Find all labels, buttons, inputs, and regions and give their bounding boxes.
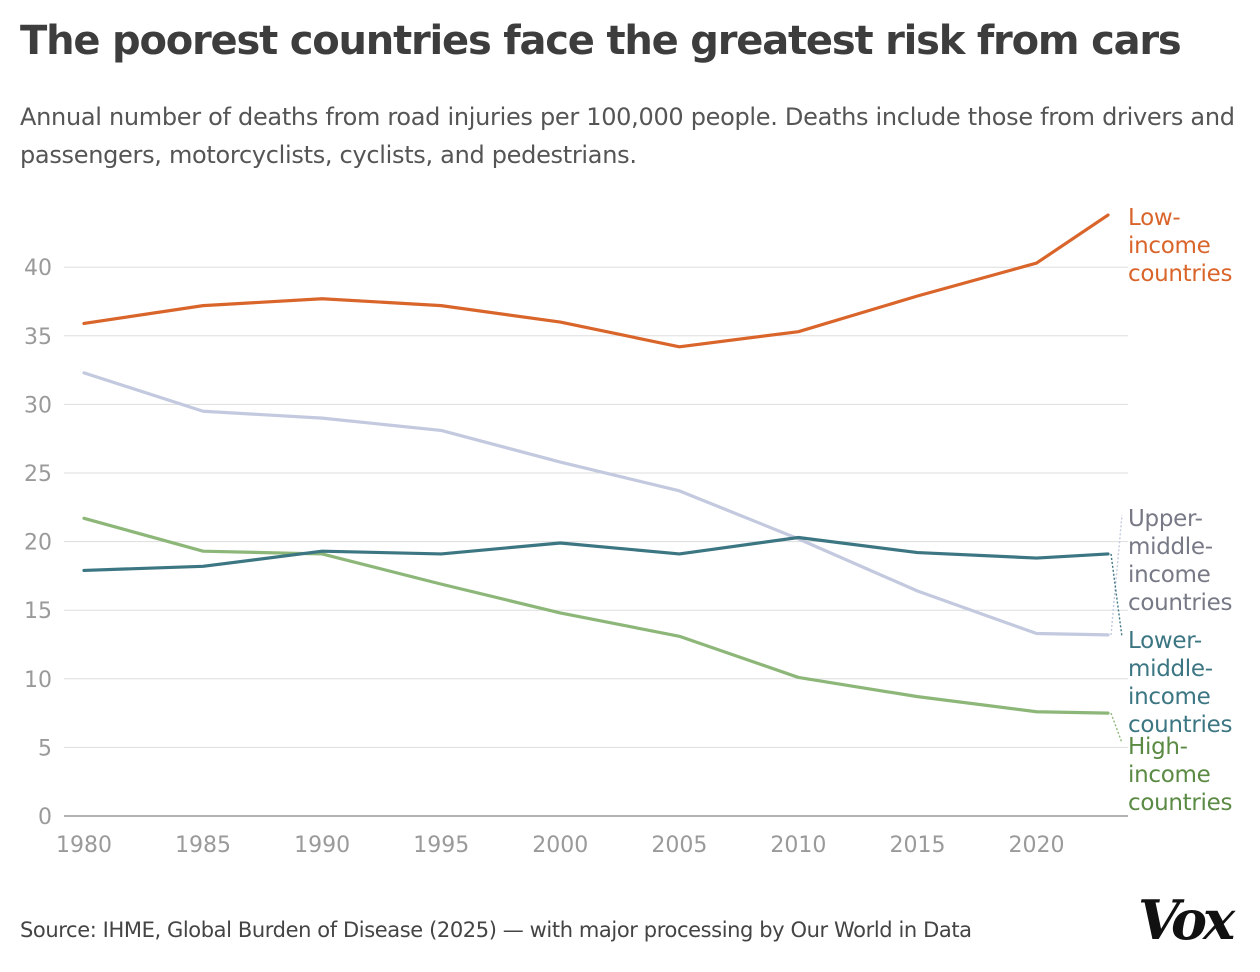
y-axis: 0 5 10 15 20 25 30 35 40 bbox=[24, 256, 52, 830]
series-label-line: income bbox=[1128, 762, 1210, 788]
label-connector-2 bbox=[1110, 553, 1123, 638]
x-tick-label: 2000 bbox=[532, 833, 588, 858]
x-tick-label: 2010 bbox=[770, 833, 826, 858]
series-label-line: middle- bbox=[1128, 534, 1213, 560]
series-label-line: countries bbox=[1128, 261, 1232, 287]
series-label-line: income bbox=[1128, 233, 1210, 259]
x-tick-label: 1985 bbox=[175, 833, 231, 858]
chart-subtitle: Annual number of deaths from road injuri… bbox=[20, 103, 1235, 169]
y-tick-label: 40 bbox=[24, 256, 52, 281]
vox-logo: Vox bbox=[1138, 888, 1235, 952]
x-tick-label: 1980 bbox=[56, 833, 112, 858]
y-tick-label: 30 bbox=[24, 393, 52, 418]
series-line-2 bbox=[82, 535, 1110, 573]
label-connector-3 bbox=[1110, 712, 1123, 744]
series-line-3 bbox=[82, 516, 1110, 715]
series-label-line: High- bbox=[1128, 734, 1188, 760]
series-line-1 bbox=[82, 371, 1110, 637]
series-label-line: Low- bbox=[1128, 205, 1180, 231]
gridlines bbox=[64, 266, 1128, 817]
y-tick-label: 25 bbox=[24, 462, 52, 487]
y-tick-label: 10 bbox=[24, 668, 52, 693]
series-label-line: income bbox=[1128, 684, 1210, 710]
series-label-line: middle- bbox=[1128, 656, 1213, 682]
series-label-line: income bbox=[1128, 562, 1210, 588]
series-label-line: countries bbox=[1128, 790, 1232, 816]
y-tick-label: 35 bbox=[24, 325, 52, 350]
x-tick-label: 2005 bbox=[651, 833, 707, 858]
x-tick-label: 2020 bbox=[1009, 833, 1065, 858]
x-axis: 1980 1985 1990 1995 2000 2005 2010 2015 2020 bbox=[56, 833, 1065, 858]
label-connector-1 bbox=[1110, 514, 1123, 635]
y-tick-label: 5 bbox=[38, 736, 52, 761]
series-lines bbox=[82, 213, 1110, 715]
source-note: Source: IHME, Global Burden of Disease (… bbox=[20, 918, 972, 942]
y-tick-label: 15 bbox=[24, 599, 52, 624]
series-labels: Low-incomecountriesUpper-middle-incomeco… bbox=[1110, 205, 1232, 816]
series-label-line: Upper- bbox=[1128, 506, 1203, 532]
x-tick-label: 1995 bbox=[413, 833, 469, 858]
x-tick-label: 1990 bbox=[294, 833, 350, 858]
series-label-line: Lower- bbox=[1128, 628, 1202, 654]
series-label-line: countries bbox=[1128, 590, 1232, 616]
y-tick-label: 20 bbox=[24, 531, 52, 556]
series-label-line: countries bbox=[1128, 712, 1232, 738]
x-tick-label: 2015 bbox=[889, 833, 945, 858]
series-line-0 bbox=[82, 213, 1110, 349]
y-tick-label: 0 bbox=[38, 805, 52, 830]
chart-title: The poorest countries face the greatest … bbox=[20, 18, 1182, 64]
